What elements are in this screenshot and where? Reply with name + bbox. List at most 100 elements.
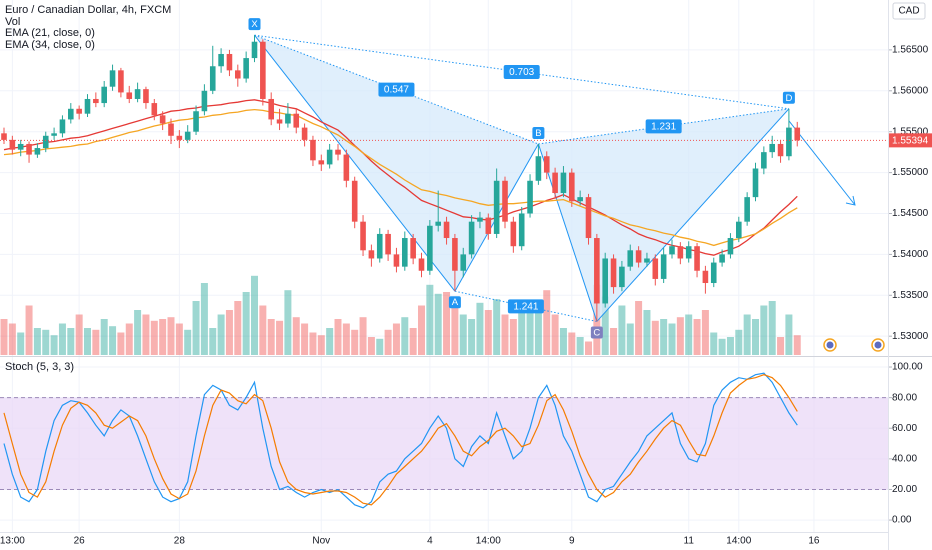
volume-bar xyxy=(25,305,33,355)
candle-body xyxy=(168,123,174,136)
event-icon-dot[interactable] xyxy=(826,341,834,349)
pattern-leg xyxy=(537,143,598,322)
candle-body xyxy=(93,98,99,104)
pattern-fill xyxy=(538,108,789,322)
candle-body xyxy=(427,225,433,271)
volume-bar xyxy=(468,319,476,355)
volume-bar xyxy=(718,338,726,355)
candle-body xyxy=(485,217,492,234)
volume-bar xyxy=(501,314,509,355)
candle-body xyxy=(577,197,583,202)
volume-bar xyxy=(459,314,467,355)
pattern-layer xyxy=(254,34,856,322)
volume-bar xyxy=(726,337,734,355)
volume-bar xyxy=(752,319,759,355)
pattern-ratio-line xyxy=(254,34,539,145)
candle-body xyxy=(752,168,759,198)
volume-bar xyxy=(701,310,709,355)
y-tick-label: 1.56500 xyxy=(892,45,929,56)
chart-title: Euro / Canadian Dollar, 4h, FXCM xyxy=(5,4,171,16)
volume-bar xyxy=(392,323,400,355)
volume-bar xyxy=(225,310,233,355)
stoch-label: Stoch (5, 3, 3) xyxy=(5,361,74,373)
volume-bar xyxy=(209,328,217,355)
last-price-box xyxy=(889,133,932,148)
pattern-point-label: D xyxy=(785,93,792,104)
x-tick-label: 13:00 xyxy=(0,536,25,547)
volume-bar xyxy=(518,310,526,355)
candle-body xyxy=(101,86,107,104)
candle-body xyxy=(619,266,625,288)
volume-bar xyxy=(409,328,417,355)
candle-body xyxy=(418,258,425,271)
candle-body xyxy=(176,135,183,140)
ratio-box xyxy=(507,299,544,314)
candle-body xyxy=(685,246,692,259)
volume-bar xyxy=(142,314,150,355)
pattern-point-label: B xyxy=(535,128,541,139)
candle-body xyxy=(560,172,567,194)
stoch-layer xyxy=(3,372,798,509)
volume-bar xyxy=(493,299,501,355)
candle-body xyxy=(786,127,792,157)
volume-bar xyxy=(434,293,442,355)
volume-bar xyxy=(292,317,300,355)
ema-layer xyxy=(3,99,798,256)
volume-bar xyxy=(317,335,325,355)
pattern-point-box xyxy=(532,126,545,139)
event-icon-dot[interactable] xyxy=(874,341,882,349)
volume-bar xyxy=(309,332,317,355)
volume-bar xyxy=(651,320,659,355)
x-tick-label: 4 xyxy=(427,536,433,547)
candle-body xyxy=(335,149,341,155)
candle-body xyxy=(109,70,116,87)
volume-bar xyxy=(777,337,785,355)
candle-body xyxy=(343,154,350,181)
candle-body xyxy=(410,238,416,259)
axes: 1.53000 1.53500 1.54000 1.54500 1.55000 1.555… xyxy=(0,45,929,547)
volume-bar xyxy=(17,332,25,355)
candle-body xyxy=(84,98,91,114)
volume-bar xyxy=(626,323,634,355)
candle-body xyxy=(468,221,475,255)
candle-body xyxy=(1,133,7,140)
candle-body xyxy=(360,221,366,251)
volume-bar xyxy=(760,305,768,355)
candle-body xyxy=(719,254,725,263)
ratio-label: 1.231 xyxy=(651,122,676,133)
candle-body xyxy=(602,258,608,304)
volume-bar xyxy=(276,320,284,355)
volume-bar xyxy=(50,335,58,355)
candle-body xyxy=(527,180,533,214)
volume-bar xyxy=(184,329,192,355)
candle-body xyxy=(652,258,659,279)
candle-body xyxy=(201,90,208,112)
x-tick-label: 28 xyxy=(174,536,186,547)
candle-body xyxy=(151,103,158,116)
volume-bar xyxy=(58,323,66,355)
volume-bar xyxy=(100,319,108,355)
currency-box[interactable] xyxy=(892,2,926,20)
candle-body xyxy=(368,250,375,259)
x-tick-label: 14:00 xyxy=(726,536,751,547)
candle-body xyxy=(59,119,66,134)
volume-bar xyxy=(476,302,484,355)
volume-bar xyxy=(551,314,559,355)
y-tick-label: 1.55000 xyxy=(892,167,929,178)
volume-bar xyxy=(42,329,50,355)
volume-label: Vol xyxy=(5,16,20,28)
volume-bar xyxy=(660,319,668,355)
volume-bar xyxy=(159,319,167,355)
last-price-label: 1.55394 xyxy=(892,136,929,147)
volume-bar xyxy=(610,328,618,355)
volume-bar xyxy=(568,332,576,355)
candle-body xyxy=(510,221,517,247)
candle-layer xyxy=(1,35,801,322)
candle-body xyxy=(193,111,199,132)
candle-body xyxy=(51,133,57,136)
volume-bar xyxy=(635,301,643,355)
currency-label[interactable]: CAD xyxy=(898,6,919,17)
volume-bar xyxy=(267,319,275,355)
candle-body xyxy=(26,143,32,155)
